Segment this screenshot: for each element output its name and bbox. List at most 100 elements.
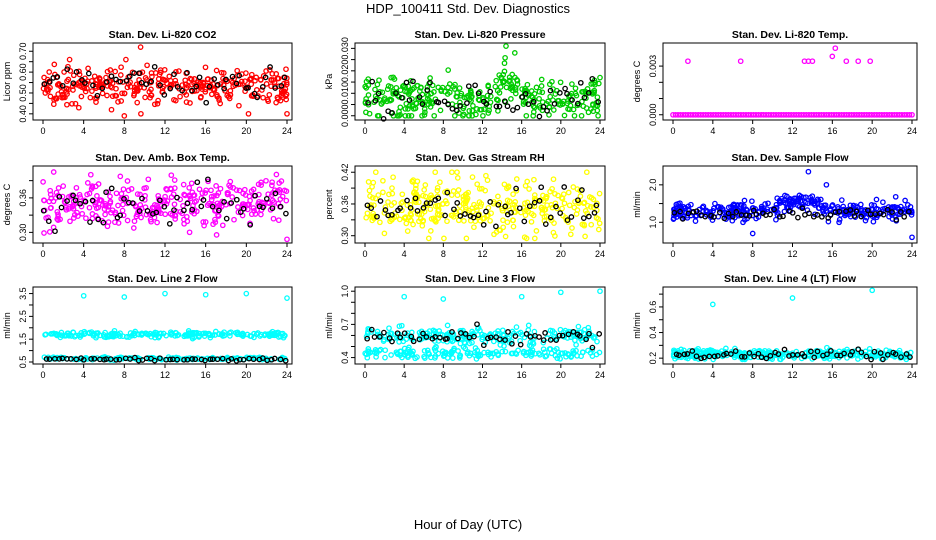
panel-title: Stan. Dev. Line 4 (LT) Flow bbox=[724, 273, 857, 285]
data-point-reference bbox=[252, 192, 258, 199]
data-point-reference bbox=[189, 87, 195, 94]
data-point-reference bbox=[277, 203, 284, 210]
data-point bbox=[442, 189, 448, 195]
data-point-reference bbox=[711, 353, 718, 360]
data-point bbox=[390, 88, 396, 95]
data-point-reference bbox=[485, 335, 491, 342]
data-point bbox=[281, 332, 288, 339]
data-point bbox=[117, 173, 124, 180]
panel-stan-dev-line-2-flow: Stan. Dev. Line 2 Flow 0 4 8 12 16 20 24 0.5 1.5 2… bbox=[2, 273, 293, 380]
data-point-reference bbox=[483, 101, 490, 107]
data-point bbox=[788, 111, 795, 118]
data-point bbox=[706, 350, 712, 357]
data-point bbox=[380, 338, 387, 344]
y-tick-label: 0.003 bbox=[648, 55, 658, 78]
data-point bbox=[434, 187, 441, 194]
x-tick-label: 8 bbox=[750, 249, 755, 259]
data-point-reference bbox=[233, 80, 240, 87]
x-tick-label: 16 bbox=[517, 249, 527, 259]
data-point-outlier bbox=[121, 113, 128, 119]
data-point bbox=[217, 185, 224, 192]
x-tick-label: 8 bbox=[441, 249, 446, 259]
data-point-outlier bbox=[511, 50, 518, 56]
data-point-reference bbox=[453, 107, 460, 114]
data-point bbox=[86, 204, 93, 211]
data-point bbox=[529, 349, 535, 356]
data-point-reference bbox=[898, 354, 904, 360]
data-point bbox=[183, 213, 190, 220]
data-point bbox=[481, 349, 487, 356]
data-point bbox=[202, 330, 209, 337]
data-point bbox=[524, 81, 531, 88]
data-point-reference bbox=[206, 83, 213, 90]
data-point-reference bbox=[457, 102, 463, 109]
data-point bbox=[485, 110, 492, 116]
data-point bbox=[118, 64, 124, 71]
data-point bbox=[385, 199, 391, 205]
data-point bbox=[454, 336, 460, 343]
data-point bbox=[538, 76, 545, 83]
data-point-reference bbox=[240, 205, 247, 212]
data-point-reference bbox=[382, 207, 389, 213]
data-point-reference bbox=[407, 205, 414, 211]
data-point bbox=[366, 110, 373, 117]
data-point bbox=[594, 107, 601, 114]
y-tick-label: 0.030 bbox=[340, 37, 350, 60]
data-point bbox=[179, 82, 186, 88]
data-point bbox=[381, 95, 388, 101]
data-point bbox=[134, 191, 141, 197]
x-tick-label: 16 bbox=[827, 370, 837, 380]
data-point bbox=[202, 88, 209, 95]
data-point bbox=[751, 347, 758, 354]
data-point-reference bbox=[410, 78, 416, 85]
data-point bbox=[510, 205, 516, 211]
data-point bbox=[469, 174, 476, 180]
data-point-reference bbox=[56, 356, 63, 362]
data-point-reference bbox=[462, 331, 469, 337]
data-point-reference bbox=[559, 332, 566, 339]
data-point-reference bbox=[502, 203, 509, 210]
data-point bbox=[578, 112, 585, 119]
data-point-reference bbox=[521, 218, 528, 225]
data-point bbox=[538, 83, 545, 89]
data-point-reference bbox=[237, 209, 244, 215]
data-point bbox=[93, 330, 99, 337]
data-point bbox=[585, 347, 591, 354]
data-point bbox=[526, 186, 532, 192]
data-point-reference bbox=[775, 351, 782, 357]
data-point-reference bbox=[698, 355, 704, 362]
x-tick-label: 20 bbox=[867, 126, 877, 136]
data-point-reference bbox=[824, 351, 830, 358]
data-point bbox=[549, 185, 555, 192]
data-point-reference bbox=[551, 101, 558, 107]
data-point bbox=[525, 322, 532, 329]
data-point bbox=[428, 354, 434, 361]
data-point-reference bbox=[181, 356, 187, 363]
data-point-reference bbox=[374, 213, 380, 220]
data-point bbox=[50, 101, 57, 108]
data-point-reference bbox=[832, 209, 839, 216]
data-point-reference bbox=[679, 216, 686, 222]
data-point bbox=[217, 100, 224, 107]
data-point bbox=[515, 347, 521, 354]
data-points bbox=[40, 44, 290, 119]
data-point bbox=[76, 332, 83, 339]
data-point-reference bbox=[502, 337, 508, 343]
data-point bbox=[154, 100, 161, 107]
data-point bbox=[365, 325, 372, 332]
x-tick-label: 4 bbox=[710, 249, 715, 259]
data-point-reference bbox=[547, 337, 554, 343]
data-point bbox=[455, 187, 462, 193]
data-point bbox=[276, 180, 283, 186]
data-point-reference bbox=[905, 208, 912, 215]
data-point bbox=[380, 189, 386, 196]
data-point bbox=[740, 111, 747, 118]
data-point-reference bbox=[553, 337, 560, 343]
data-point-reference bbox=[574, 100, 581, 107]
data-point bbox=[451, 112, 458, 119]
data-point-reference bbox=[444, 189, 451, 196]
panel-title: Stan. Dev. Sample Flow bbox=[731, 152, 849, 164]
data-point bbox=[270, 215, 277, 222]
data-point bbox=[259, 87, 265, 93]
data-point bbox=[510, 191, 516, 198]
